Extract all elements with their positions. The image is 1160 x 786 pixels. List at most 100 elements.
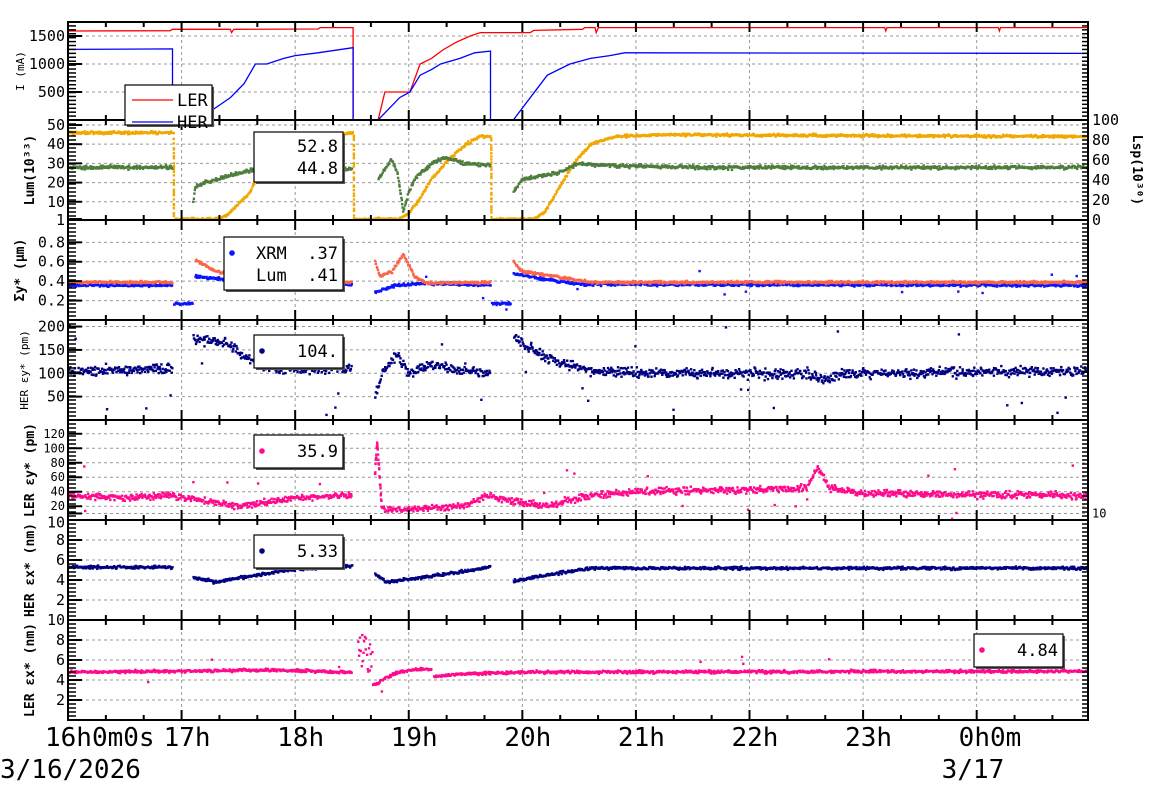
data-point bbox=[509, 303, 511, 305]
data-point bbox=[490, 139, 492, 141]
data-point bbox=[353, 149, 355, 151]
data-point bbox=[351, 280, 353, 282]
data-point bbox=[353, 204, 355, 206]
data-point bbox=[128, 164, 130, 166]
data-point bbox=[392, 161, 394, 163]
data-point bbox=[572, 167, 574, 169]
data-point bbox=[489, 135, 491, 137]
data-point bbox=[173, 179, 175, 181]
data-point bbox=[439, 160, 441, 162]
data-point bbox=[981, 292, 983, 294]
data-point bbox=[405, 259, 407, 261]
data-point bbox=[398, 180, 400, 182]
data-point bbox=[428, 182, 430, 184]
data-point bbox=[505, 308, 507, 310]
data-point bbox=[393, 163, 395, 165]
data-point bbox=[397, 177, 399, 179]
data-point bbox=[250, 188, 252, 190]
data-point bbox=[781, 165, 783, 167]
data-point bbox=[409, 188, 411, 190]
data-point bbox=[842, 165, 844, 167]
data-point bbox=[517, 186, 519, 188]
data-point bbox=[490, 155, 492, 157]
data-point bbox=[564, 178, 566, 180]
data-point bbox=[403, 207, 405, 209]
data-point bbox=[83, 130, 85, 132]
series-lsp bbox=[67, 156, 1089, 213]
data-point bbox=[411, 270, 413, 272]
data-point bbox=[420, 196, 422, 198]
data-point bbox=[353, 195, 355, 197]
data-point bbox=[353, 135, 355, 137]
data-point bbox=[692, 164, 694, 166]
data-point bbox=[173, 215, 175, 217]
data-point bbox=[459, 160, 461, 162]
data-point bbox=[416, 177, 418, 179]
data-point bbox=[544, 210, 546, 212]
data-point bbox=[555, 193, 557, 195]
data-point bbox=[430, 179, 432, 181]
data-point bbox=[193, 198, 195, 200]
data-point bbox=[401, 203, 403, 205]
data-point bbox=[353, 198, 355, 200]
data-point bbox=[353, 192, 355, 194]
data-point bbox=[568, 171, 570, 173]
data-point bbox=[566, 175, 568, 177]
data-point bbox=[1051, 274, 1053, 276]
data-point bbox=[192, 201, 194, 203]
data-point bbox=[938, 165, 940, 167]
data-point bbox=[556, 191, 558, 193]
data-point bbox=[409, 266, 411, 268]
data-point bbox=[426, 186, 428, 188]
data-point bbox=[374, 260, 376, 262]
data-point bbox=[377, 269, 379, 271]
data-point bbox=[414, 179, 416, 181]
data-point bbox=[397, 173, 399, 175]
data-point bbox=[400, 193, 402, 195]
data-point bbox=[351, 168, 353, 170]
data-point bbox=[428, 166, 430, 168]
data-point bbox=[490, 193, 492, 195]
data-point bbox=[195, 274, 197, 276]
data-point bbox=[353, 165, 355, 167]
data-point bbox=[173, 142, 175, 144]
data-point bbox=[353, 145, 355, 147]
data-point bbox=[731, 169, 733, 171]
data-point bbox=[490, 158, 492, 160]
data-point bbox=[957, 290, 959, 292]
data-point bbox=[353, 177, 355, 179]
data-point bbox=[482, 297, 484, 299]
data-point bbox=[173, 162, 175, 164]
data-point bbox=[403, 254, 405, 256]
data-point bbox=[375, 263, 377, 265]
data-point bbox=[547, 207, 549, 209]
series-line-ler bbox=[68, 28, 1088, 120]
data-point bbox=[490, 144, 492, 146]
data-point bbox=[353, 157, 355, 159]
data-point bbox=[353, 179, 355, 181]
data-point bbox=[173, 194, 175, 196]
data-point bbox=[173, 157, 175, 159]
data-point bbox=[171, 284, 173, 286]
data-point bbox=[171, 168, 173, 170]
data-point bbox=[173, 212, 175, 214]
data-point bbox=[388, 163, 390, 165]
data-point bbox=[393, 267, 395, 269]
data-point bbox=[353, 214, 355, 216]
data-point bbox=[419, 173, 421, 175]
data-point bbox=[100, 165, 102, 167]
data-point bbox=[993, 164, 995, 166]
data-point bbox=[173, 207, 175, 209]
data-point bbox=[407, 261, 409, 263]
data-point bbox=[376, 267, 378, 269]
data-point bbox=[404, 204, 406, 206]
data-point bbox=[353, 210, 355, 212]
data-point bbox=[490, 211, 492, 213]
data-point bbox=[394, 166, 396, 168]
data-point bbox=[490, 149, 492, 151]
data-point bbox=[399, 189, 401, 191]
data-point bbox=[490, 177, 492, 179]
data-point bbox=[550, 174, 552, 176]
beam-current-plot bbox=[68, 28, 1088, 120]
data-point bbox=[352, 131, 354, 133]
